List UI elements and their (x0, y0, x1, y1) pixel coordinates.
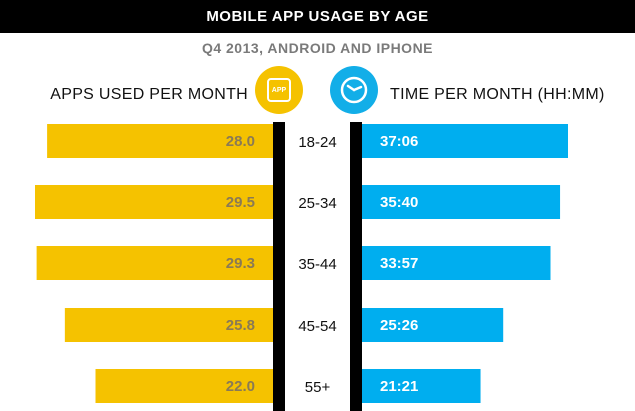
divider-right (350, 122, 362, 411)
time-value-label: 35:40 (380, 194, 418, 211)
time-bar (362, 124, 568, 158)
age-category-label: 35-44 (298, 256, 336, 273)
chart-title: MOBILE APP USAGE BY AGE (0, 0, 635, 33)
time-bar (362, 246, 551, 280)
apps-value-label: 28.0 (226, 133, 255, 150)
time-value-label: 33:57 (380, 255, 418, 272)
time-bar (362, 308, 504, 342)
apps-bar (35, 185, 273, 219)
apps-value-label: 25.8 (226, 317, 255, 334)
time-value-label: 37:06 (380, 133, 418, 150)
apps-bar (47, 124, 273, 158)
clock-icon (330, 66, 378, 114)
apps-value-label: 22.0 (226, 378, 255, 395)
app-icon: APP (255, 66, 303, 114)
apps-bar (64, 308, 273, 342)
clock-face-icon (340, 76, 368, 104)
divider-left (273, 122, 285, 411)
age-category-label: 45-54 (298, 318, 336, 335)
app-icon-text: APP (267, 78, 291, 102)
age-category-label: 55+ (305, 379, 331, 396)
time-bar (362, 369, 481, 403)
apps-axis-label: APPS USED PER MONTH (50, 86, 248, 103)
time-value-label: 25:26 (380, 317, 418, 334)
time-value-label: 21:21 (380, 378, 418, 395)
age-category-label: 25-34 (298, 195, 336, 212)
time-bar (362, 185, 561, 219)
time-axis-label: TIME PER MONTH (HH:MM) (390, 86, 605, 103)
apps-bar (36, 246, 274, 280)
chart-subtitle: Q4 2013, ANDROID AND IPHONE (201, 40, 434, 56)
age-category-label: 18-24 (298, 134, 336, 151)
apps-value-label: 29.5 (226, 194, 255, 211)
apps-value-label: 29.3 (226, 255, 255, 272)
apps-bar (95, 369, 273, 403)
